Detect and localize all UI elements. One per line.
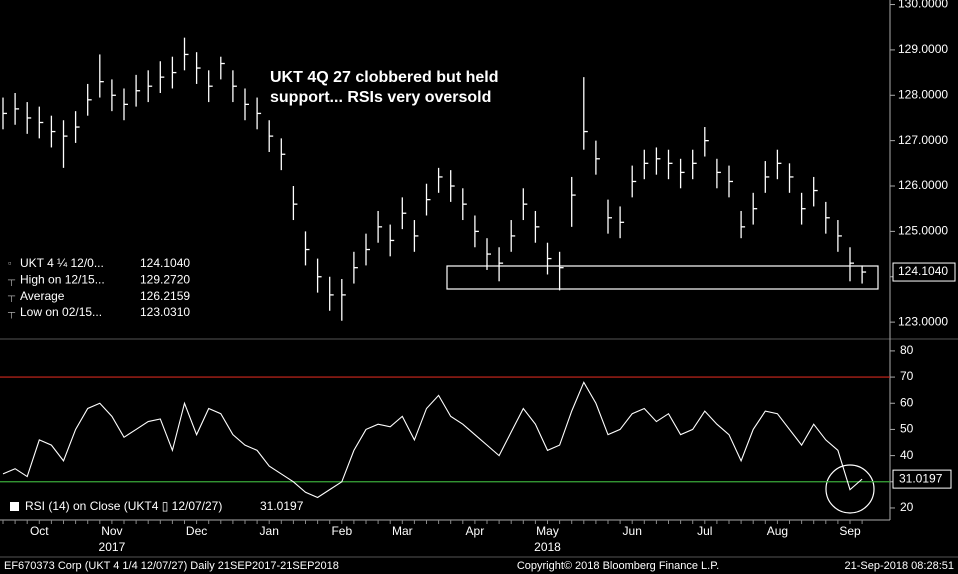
y-tick-label: 60 xyxy=(900,395,914,409)
legend-marker: ┬ xyxy=(7,275,16,286)
x-tick-label: Feb xyxy=(331,524,352,538)
legend-label: Average xyxy=(20,289,65,303)
legend-marker: ┬ xyxy=(7,308,16,319)
legend-value: 123.0310 xyxy=(140,305,190,319)
last-rsi-label: 31.0197 xyxy=(899,471,943,485)
footer-right: 21-Sep-2018 08:28:51 xyxy=(845,560,954,572)
legend-box xyxy=(4,255,200,321)
y-tick-label: 130.0000 xyxy=(898,0,948,11)
legend-label: Low on 02/15... xyxy=(20,305,102,319)
y-tick-label: 123.0000 xyxy=(898,314,948,328)
x-tick-label: Nov xyxy=(101,524,122,538)
year-label: 2018 xyxy=(534,540,561,554)
chart-title: UKT 4Q 27 clobbered but held support... R… xyxy=(270,69,498,106)
x-tick-label: Jul xyxy=(697,524,712,538)
legend-label: High on 12/15... xyxy=(20,272,105,286)
x-tick-label: Oct xyxy=(30,524,49,538)
legend-marker: ▫ xyxy=(8,259,12,270)
x-tick-label: Aug xyxy=(767,524,788,538)
y-tick-label: 127.0000 xyxy=(898,133,948,147)
legend-value: 129.2720 xyxy=(140,272,190,286)
legend-label: RSI (14) on Close (UKT4 ▯ 12/07/27) xyxy=(25,499,222,513)
x-tick-label: Dec xyxy=(186,524,207,538)
title-line: UKT 4Q 27 clobbered but held xyxy=(270,69,498,86)
year-label: 2017 xyxy=(99,540,126,554)
x-tick-label: Sep xyxy=(839,524,861,538)
x-tick-label: Apr xyxy=(466,524,485,538)
x-tick-label: Jun xyxy=(623,524,642,538)
y-tick-label: 20 xyxy=(900,500,914,514)
legend-value: 124.1040 xyxy=(140,256,190,270)
last-price-label: 124.1040 xyxy=(898,264,948,278)
last-price-box xyxy=(892,262,956,282)
y-tick-label: 50 xyxy=(900,422,914,436)
y-tick-label: 126.0000 xyxy=(898,178,948,192)
footer-center: Copyright© 2018 Bloomberg Finance L.P. xyxy=(517,560,719,572)
title-line: support... RSIs very oversold xyxy=(270,89,491,106)
legend-value: 126.2159 xyxy=(140,289,190,303)
rsi-line xyxy=(2,381,863,499)
y-tick-label: 128.0000 xyxy=(898,87,948,101)
legend-value: 31.0197 xyxy=(260,499,304,513)
last-rsi-box xyxy=(892,469,952,489)
y-tick-label: 40 xyxy=(900,448,914,462)
x-tick-label: May xyxy=(536,524,559,538)
footer-left: EF670373 Corp (UKT 4 1/4 12/07/27) Daily… xyxy=(4,560,339,572)
oversold-circle xyxy=(825,464,875,514)
y-tick-label: 80 xyxy=(900,343,914,357)
support-box xyxy=(446,265,879,290)
y-tick-label: 125.0000 xyxy=(898,224,948,238)
x-tick-label: Jan xyxy=(260,524,279,538)
x-tick-label: Mar xyxy=(392,524,413,538)
legend-label: UKT 4 ¼ 12/0... xyxy=(20,256,104,270)
legend-swatch xyxy=(10,502,19,511)
legend-marker: ┬ xyxy=(7,291,16,302)
y-tick-label: 129.0000 xyxy=(898,42,948,56)
y-tick-label: 70 xyxy=(900,369,914,383)
